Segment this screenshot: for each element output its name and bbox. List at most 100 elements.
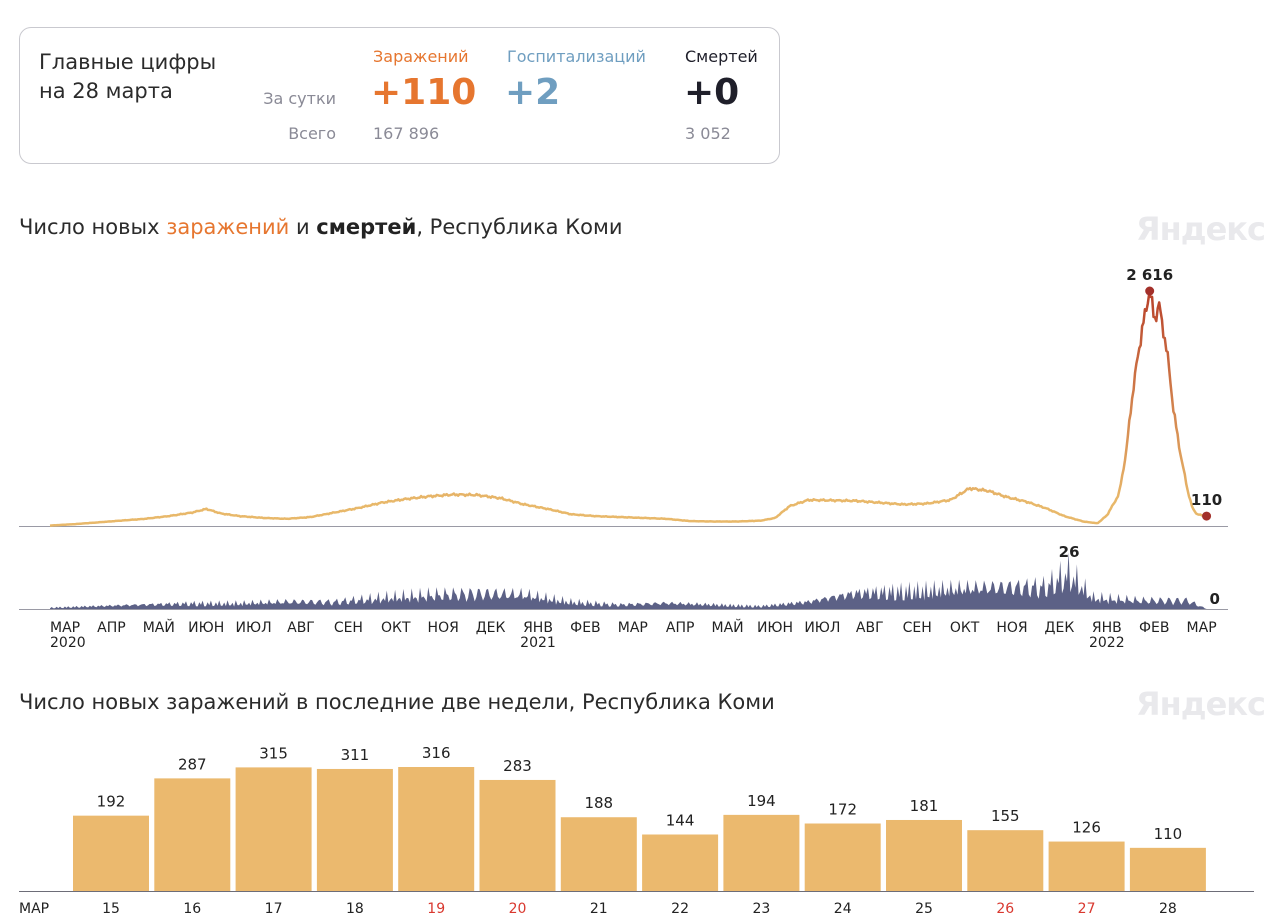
bar bbox=[154, 778, 231, 891]
bar bbox=[560, 817, 637, 891]
bar-value-label: 192 bbox=[97, 793, 126, 811]
x-tick-label: ОКТ bbox=[381, 620, 411, 636]
hospitalizations-daily-value: +2 bbox=[505, 72, 561, 113]
title-part-deaths: смертей bbox=[316, 215, 417, 239]
bar-value-label: 194 bbox=[747, 792, 776, 810]
deaths-end-label: 0 bbox=[1210, 590, 1220, 608]
bar-category-label: 21 bbox=[590, 901, 608, 917]
bar-category-label: 28 bbox=[1159, 901, 1177, 917]
bar bbox=[235, 767, 312, 891]
yandex-watermark-2: Яндекс bbox=[1136, 685, 1266, 723]
title-part-region: , Республика Коми bbox=[416, 215, 623, 239]
bar-category-label: 16 bbox=[183, 901, 201, 917]
bar bbox=[479, 779, 556, 891]
x-tick-label: МАР bbox=[618, 620, 648, 636]
x-tick-label: ИЮЛ bbox=[236, 620, 272, 636]
bar-value-label: 315 bbox=[259, 744, 288, 762]
x-tick-year: 2020 bbox=[50, 635, 86, 651]
bar bbox=[967, 830, 1044, 891]
bar-value-label: 126 bbox=[1072, 819, 1101, 837]
infections-total-value: 167 896 bbox=[373, 124, 440, 143]
deaths-series-area bbox=[50, 552, 1207, 609]
x-tick-label: ДЕК bbox=[476, 620, 506, 636]
bar bbox=[804, 823, 881, 891]
bar-category-label: 19 bbox=[427, 901, 445, 917]
bar bbox=[886, 819, 962, 891]
bar-category-label: 18 bbox=[346, 901, 364, 917]
bar-category-label: 26 bbox=[996, 901, 1014, 917]
x-tick-label: СЕН bbox=[903, 620, 932, 636]
deaths-peak-label: 26 bbox=[1059, 543, 1080, 561]
row-label-daily: За сутки bbox=[263, 89, 336, 108]
hospitalizations-label: Госпитализаций bbox=[507, 47, 646, 66]
bar-value-label: 188 bbox=[584, 794, 613, 812]
x-tick-label: ИЮН bbox=[188, 620, 224, 636]
bar-category-label: 27 bbox=[1078, 901, 1096, 917]
bar bbox=[1048, 841, 1125, 891]
bar-value-label: 172 bbox=[828, 801, 857, 819]
infections-end-point bbox=[1202, 511, 1212, 521]
bar-value-label: 316 bbox=[422, 744, 451, 762]
bar bbox=[723, 814, 800, 891]
title-part-infections: заражений bbox=[166, 215, 290, 239]
row-label-total: Всего bbox=[288, 124, 336, 143]
bar-value-label: 110 bbox=[1154, 825, 1183, 843]
bar-value-label: 287 bbox=[178, 755, 207, 773]
x-tick-label: ИЮЛ bbox=[804, 620, 840, 636]
x-tick-label: НОЯ bbox=[428, 620, 459, 636]
yandex-watermark-1: Яндекс bbox=[1136, 210, 1266, 248]
x-tick-label: АВГ bbox=[287, 620, 315, 636]
title-part-and: и bbox=[289, 215, 317, 239]
x-tick-label: НОЯ bbox=[996, 620, 1027, 636]
bar-value-label: 311 bbox=[341, 746, 370, 764]
infections-peak-label: 2 616 bbox=[1126, 266, 1173, 284]
x-tick-label: МАР bbox=[50, 620, 80, 636]
bar-category-label: 23 bbox=[752, 901, 770, 917]
bar-category-label: 24 bbox=[834, 901, 852, 917]
x-tick-label: АПР bbox=[97, 620, 126, 636]
x-tick-label: ОКТ bbox=[950, 620, 980, 636]
x-tick-label: АВГ bbox=[856, 620, 884, 636]
x-tick-label: ЯНВ bbox=[1092, 620, 1122, 636]
bar bbox=[1129, 847, 1206, 891]
title-part-1: Число новых bbox=[19, 215, 167, 239]
deaths-total-value: 3 052 bbox=[685, 124, 731, 143]
bar-month-label: МАР bbox=[19, 901, 49, 917]
x-tick-label: ДЕК bbox=[1045, 620, 1075, 636]
x-tick-year: 2021 bbox=[520, 635, 556, 651]
timeline-chart-title: Число новых заражений и смертей, Республ… bbox=[19, 215, 622, 239]
bar-category-label: 15 bbox=[102, 901, 120, 917]
summary-card: Главные цифры на 28 марта За сутки Всего… bbox=[19, 27, 780, 164]
x-tick-label: ФЕВ bbox=[570, 620, 601, 636]
x-tick-year: 2022 bbox=[1089, 635, 1125, 651]
infections-peak-point bbox=[1145, 286, 1155, 296]
bar-chart-title: Число новых заражений в последние две не… bbox=[19, 690, 775, 714]
bar-value-label: 144 bbox=[666, 811, 695, 829]
summary-title: Главные цифры на 28 марта bbox=[39, 48, 216, 106]
bar-category-label: 17 bbox=[265, 901, 283, 917]
summary-title-line2: на 28 марта bbox=[39, 79, 173, 103]
bar-category-label: 20 bbox=[509, 901, 527, 917]
x-tick-label: АПР bbox=[666, 620, 695, 636]
x-tick-label: ЯНВ bbox=[523, 620, 553, 636]
bar-value-label: 283 bbox=[503, 757, 532, 775]
x-tick-label: МАР bbox=[1187, 620, 1217, 636]
x-tick-label: ИЮН bbox=[757, 620, 793, 636]
bar bbox=[73, 815, 149, 891]
bar bbox=[642, 834, 719, 891]
x-tick-label: СЕН bbox=[334, 620, 363, 636]
deaths-daily-value: +0 bbox=[684, 72, 740, 113]
x-tick-label: МАЙ bbox=[143, 618, 175, 636]
summary-title-line1: Главные цифры bbox=[39, 50, 217, 74]
bar bbox=[316, 768, 393, 891]
infections-label: Заражений bbox=[373, 47, 469, 66]
infections-series-line bbox=[49, 292, 1207, 527]
deaths-label: Смертей bbox=[685, 47, 758, 66]
bar bbox=[398, 767, 475, 891]
x-tick-label: ФЕВ bbox=[1139, 620, 1170, 636]
bar-value-label: 181 bbox=[910, 797, 939, 815]
bar-category-label: 25 bbox=[915, 901, 933, 917]
x-tick-label: МАЙ bbox=[712, 618, 744, 636]
